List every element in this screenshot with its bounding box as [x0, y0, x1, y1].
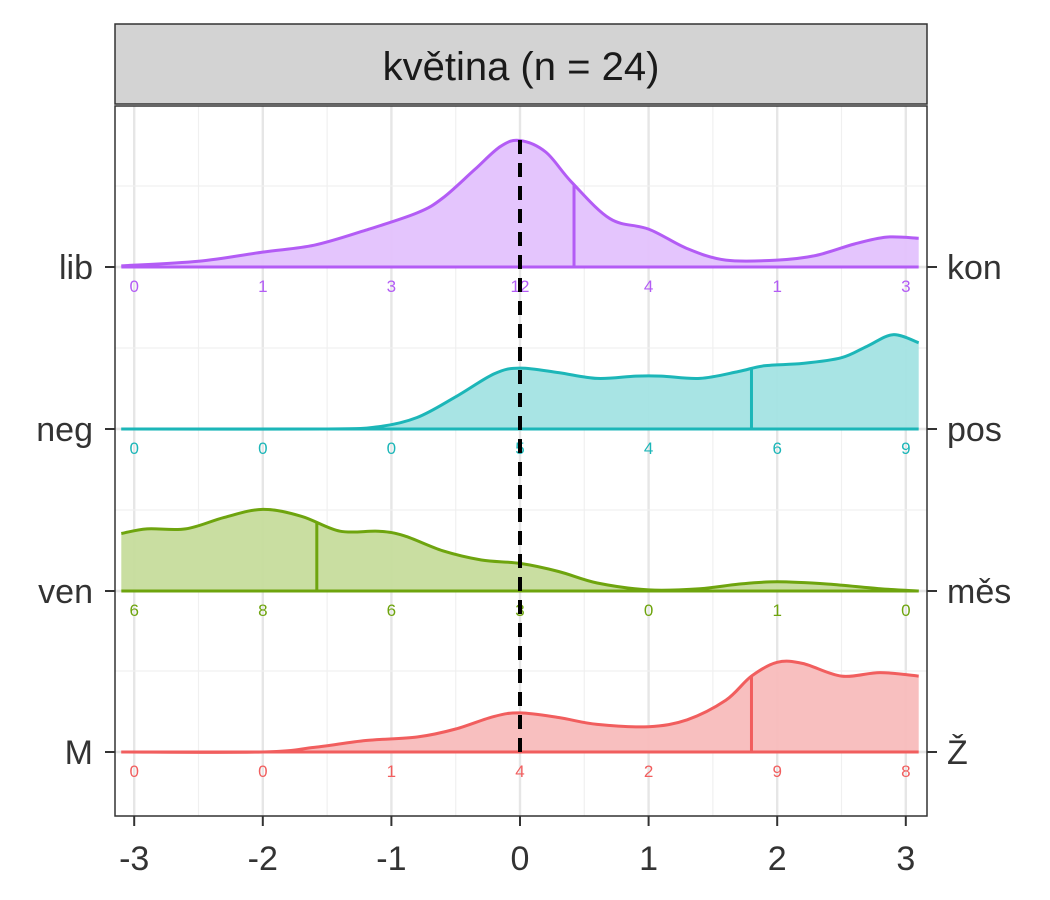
y-left-label-M: M: [65, 734, 93, 772]
y-left-label-neg: neg: [36, 411, 93, 449]
count-label-lib-5: 1: [772, 277, 781, 296]
y-left-label-lib: lib: [59, 249, 93, 287]
count-label-neg-2: 0: [387, 439, 396, 458]
ridge-line-neg: [121, 333, 920, 431]
count-label-neg-1: 0: [258, 439, 267, 458]
y-right-label-měs: měs: [947, 573, 1011, 611]
count-label-neg-4: 4: [644, 439, 653, 458]
count-label-M-5: 9: [772, 762, 781, 781]
x-tick-label-6: 3: [896, 840, 915, 878]
count-label-ven-5: 1: [772, 601, 781, 620]
strip-header-box: [114, 23, 928, 105]
count-label-M-1: 0: [258, 762, 267, 781]
count-label-neg-6: 9: [901, 439, 910, 458]
count-label-lib-0: 0: [129, 277, 138, 296]
count-label-ven-0: 6: [129, 601, 138, 620]
strip-header: květina (n = 24): [114, 23, 928, 105]
count-label-M-2: 1: [387, 762, 396, 781]
count-label-M-0: 0: [129, 762, 138, 781]
count-label-lib-1: 1: [258, 277, 267, 296]
count-label-ven-4: 0: [644, 601, 653, 620]
count-label-ven-6: 0: [901, 601, 910, 620]
y-right-label-pos: pos: [947, 411, 1002, 449]
x-tick-label-2: -1: [376, 840, 406, 878]
count-label-ven-1: 8: [258, 601, 267, 620]
ridge-line-ven: [121, 507, 919, 593]
chart-title: květina (n = 24): [383, 45, 660, 89]
count-label-lib-2: 3: [387, 277, 396, 296]
ridge-area-M: [121, 661, 919, 753]
x-tick-label-1: -2: [248, 840, 278, 878]
count-label-ven-2: 6: [387, 601, 396, 620]
x-tick-label-0: -3: [119, 840, 149, 878]
count-label-lib-4: 4: [644, 277, 653, 296]
ridge-area-lib: [121, 140, 919, 267]
axes: -3 -2 -1 0 1 2 3 lib kon neg pos ven měs M Ž: [36, 249, 1011, 878]
count-label-neg-5: 6: [772, 439, 781, 458]
count-label-lib-6: 3: [901, 277, 910, 296]
x-tick-label-4: 1: [639, 840, 658, 878]
x-tick-label-5: 2: [768, 840, 787, 878]
ridge-line-lib: [121, 138, 919, 268]
y-left-label-ven: ven: [38, 573, 93, 611]
count-label-M-3: 4: [515, 762, 524, 781]
y-right-label-kon: kon: [947, 249, 1002, 287]
ridge-area-ven: [121, 509, 919, 591]
count-label-M-4: 2: [644, 762, 653, 781]
ridge-line-M: [121, 659, 919, 754]
y-right-label-Ž: Ž: [947, 734, 968, 772]
count-label-M-6: 8: [901, 762, 910, 781]
x-tick-label-3: 0: [511, 840, 530, 878]
count-label-neg-0: 0: [129, 439, 138, 458]
